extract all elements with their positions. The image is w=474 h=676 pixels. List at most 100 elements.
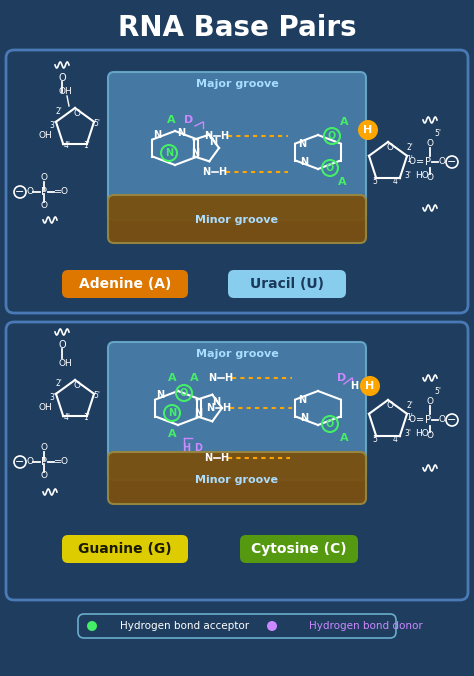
Text: =: = xyxy=(416,415,424,425)
Text: 2': 2' xyxy=(407,143,413,153)
Text: N: N xyxy=(300,157,308,167)
Text: N: N xyxy=(298,395,306,405)
Text: −: − xyxy=(15,457,25,467)
FancyBboxPatch shape xyxy=(6,50,468,313)
Text: OH: OH xyxy=(38,404,52,412)
FancyBboxPatch shape xyxy=(108,72,366,220)
Circle shape xyxy=(87,621,97,631)
Text: N: N xyxy=(208,373,216,383)
Text: O: O xyxy=(326,419,334,429)
Text: 5': 5' xyxy=(435,130,441,139)
Text: O: O xyxy=(58,73,66,83)
Text: A: A xyxy=(190,373,198,383)
Text: Minor groove: Minor groove xyxy=(195,475,279,485)
Text: O: O xyxy=(73,110,81,118)
Text: =: = xyxy=(416,157,424,167)
Text: Uracil (U): Uracil (U) xyxy=(250,277,324,291)
Text: A: A xyxy=(168,429,176,439)
Text: N: N xyxy=(202,167,210,177)
Text: H: H xyxy=(224,373,232,383)
Text: −: − xyxy=(447,415,456,425)
Text: H: H xyxy=(365,381,374,391)
Text: 3': 3' xyxy=(404,429,411,439)
Text: 4': 4' xyxy=(392,178,400,187)
Text: D: D xyxy=(337,373,346,383)
Text: O: O xyxy=(427,139,434,149)
Text: 5': 5' xyxy=(373,435,380,445)
Text: O: O xyxy=(438,416,446,425)
Circle shape xyxy=(267,621,277,631)
Text: N: N xyxy=(212,397,220,407)
Text: O: O xyxy=(61,458,67,466)
FancyBboxPatch shape xyxy=(108,195,366,243)
Text: Guanine (G): Guanine (G) xyxy=(78,542,172,556)
FancyBboxPatch shape xyxy=(6,322,468,600)
Text: H: H xyxy=(364,125,373,135)
Text: −: − xyxy=(447,157,456,167)
Text: 5': 5' xyxy=(93,120,100,128)
Text: H: H xyxy=(182,443,190,453)
FancyBboxPatch shape xyxy=(228,270,346,298)
Text: 5': 5' xyxy=(93,391,100,400)
FancyBboxPatch shape xyxy=(62,270,188,298)
Text: H: H xyxy=(220,131,228,141)
Text: =: = xyxy=(54,457,62,467)
Text: OH: OH xyxy=(58,360,72,368)
Text: P: P xyxy=(425,415,431,425)
Text: O: O xyxy=(328,131,336,141)
Text: 2': 2' xyxy=(55,107,63,116)
Text: O: O xyxy=(427,431,434,441)
Text: −: − xyxy=(15,187,25,197)
Text: N: N xyxy=(168,408,176,418)
FancyBboxPatch shape xyxy=(240,535,358,563)
Circle shape xyxy=(358,120,378,140)
Text: O: O xyxy=(58,340,66,350)
Text: H: H xyxy=(218,167,226,177)
Text: 1': 1' xyxy=(83,141,91,151)
Text: N: N xyxy=(194,408,202,418)
Text: Adenine (A): Adenine (A) xyxy=(79,277,171,291)
Text: A: A xyxy=(337,177,346,187)
Text: N: N xyxy=(177,128,185,138)
Text: 1': 1' xyxy=(407,414,413,422)
Text: =: = xyxy=(54,187,62,197)
Text: O: O xyxy=(427,397,434,406)
Text: RNA Base Pairs: RNA Base Pairs xyxy=(118,14,356,42)
Text: HO: HO xyxy=(415,172,429,180)
Text: O: O xyxy=(61,187,67,197)
Text: H: H xyxy=(222,403,230,413)
Text: O: O xyxy=(409,416,416,425)
Text: H: H xyxy=(220,453,228,463)
Text: 3': 3' xyxy=(404,172,411,180)
Text: A: A xyxy=(340,117,348,127)
Text: N: N xyxy=(204,131,212,141)
Text: Hydrogen bond donor: Hydrogen bond donor xyxy=(309,621,423,631)
Text: Cytosine (C): Cytosine (C) xyxy=(251,542,347,556)
Text: N: N xyxy=(153,130,161,140)
Text: Minor groove: Minor groove xyxy=(195,215,279,225)
Text: P: P xyxy=(425,157,431,167)
Text: N: N xyxy=(191,148,199,158)
Text: A: A xyxy=(167,115,175,125)
Text: O: O xyxy=(73,381,81,391)
Circle shape xyxy=(360,376,380,396)
Text: 5': 5' xyxy=(373,178,380,187)
Text: 3': 3' xyxy=(49,393,56,402)
Text: OH: OH xyxy=(58,87,72,97)
Text: N: N xyxy=(298,139,306,149)
FancyBboxPatch shape xyxy=(108,342,366,480)
Text: 2': 2' xyxy=(407,402,413,410)
Text: O: O xyxy=(409,158,416,166)
Text: N: N xyxy=(300,413,308,423)
Text: 3': 3' xyxy=(49,122,56,130)
Text: 4': 4' xyxy=(64,141,71,151)
Text: Major groove: Major groove xyxy=(196,349,278,359)
Text: O: O xyxy=(40,443,47,452)
Text: P: P xyxy=(41,457,47,467)
Text: 1': 1' xyxy=(83,414,91,422)
Text: N: N xyxy=(209,137,217,147)
Text: N: N xyxy=(206,403,214,413)
FancyBboxPatch shape xyxy=(108,452,366,504)
Text: Major groove: Major groove xyxy=(196,79,278,89)
Text: O: O xyxy=(40,471,47,481)
